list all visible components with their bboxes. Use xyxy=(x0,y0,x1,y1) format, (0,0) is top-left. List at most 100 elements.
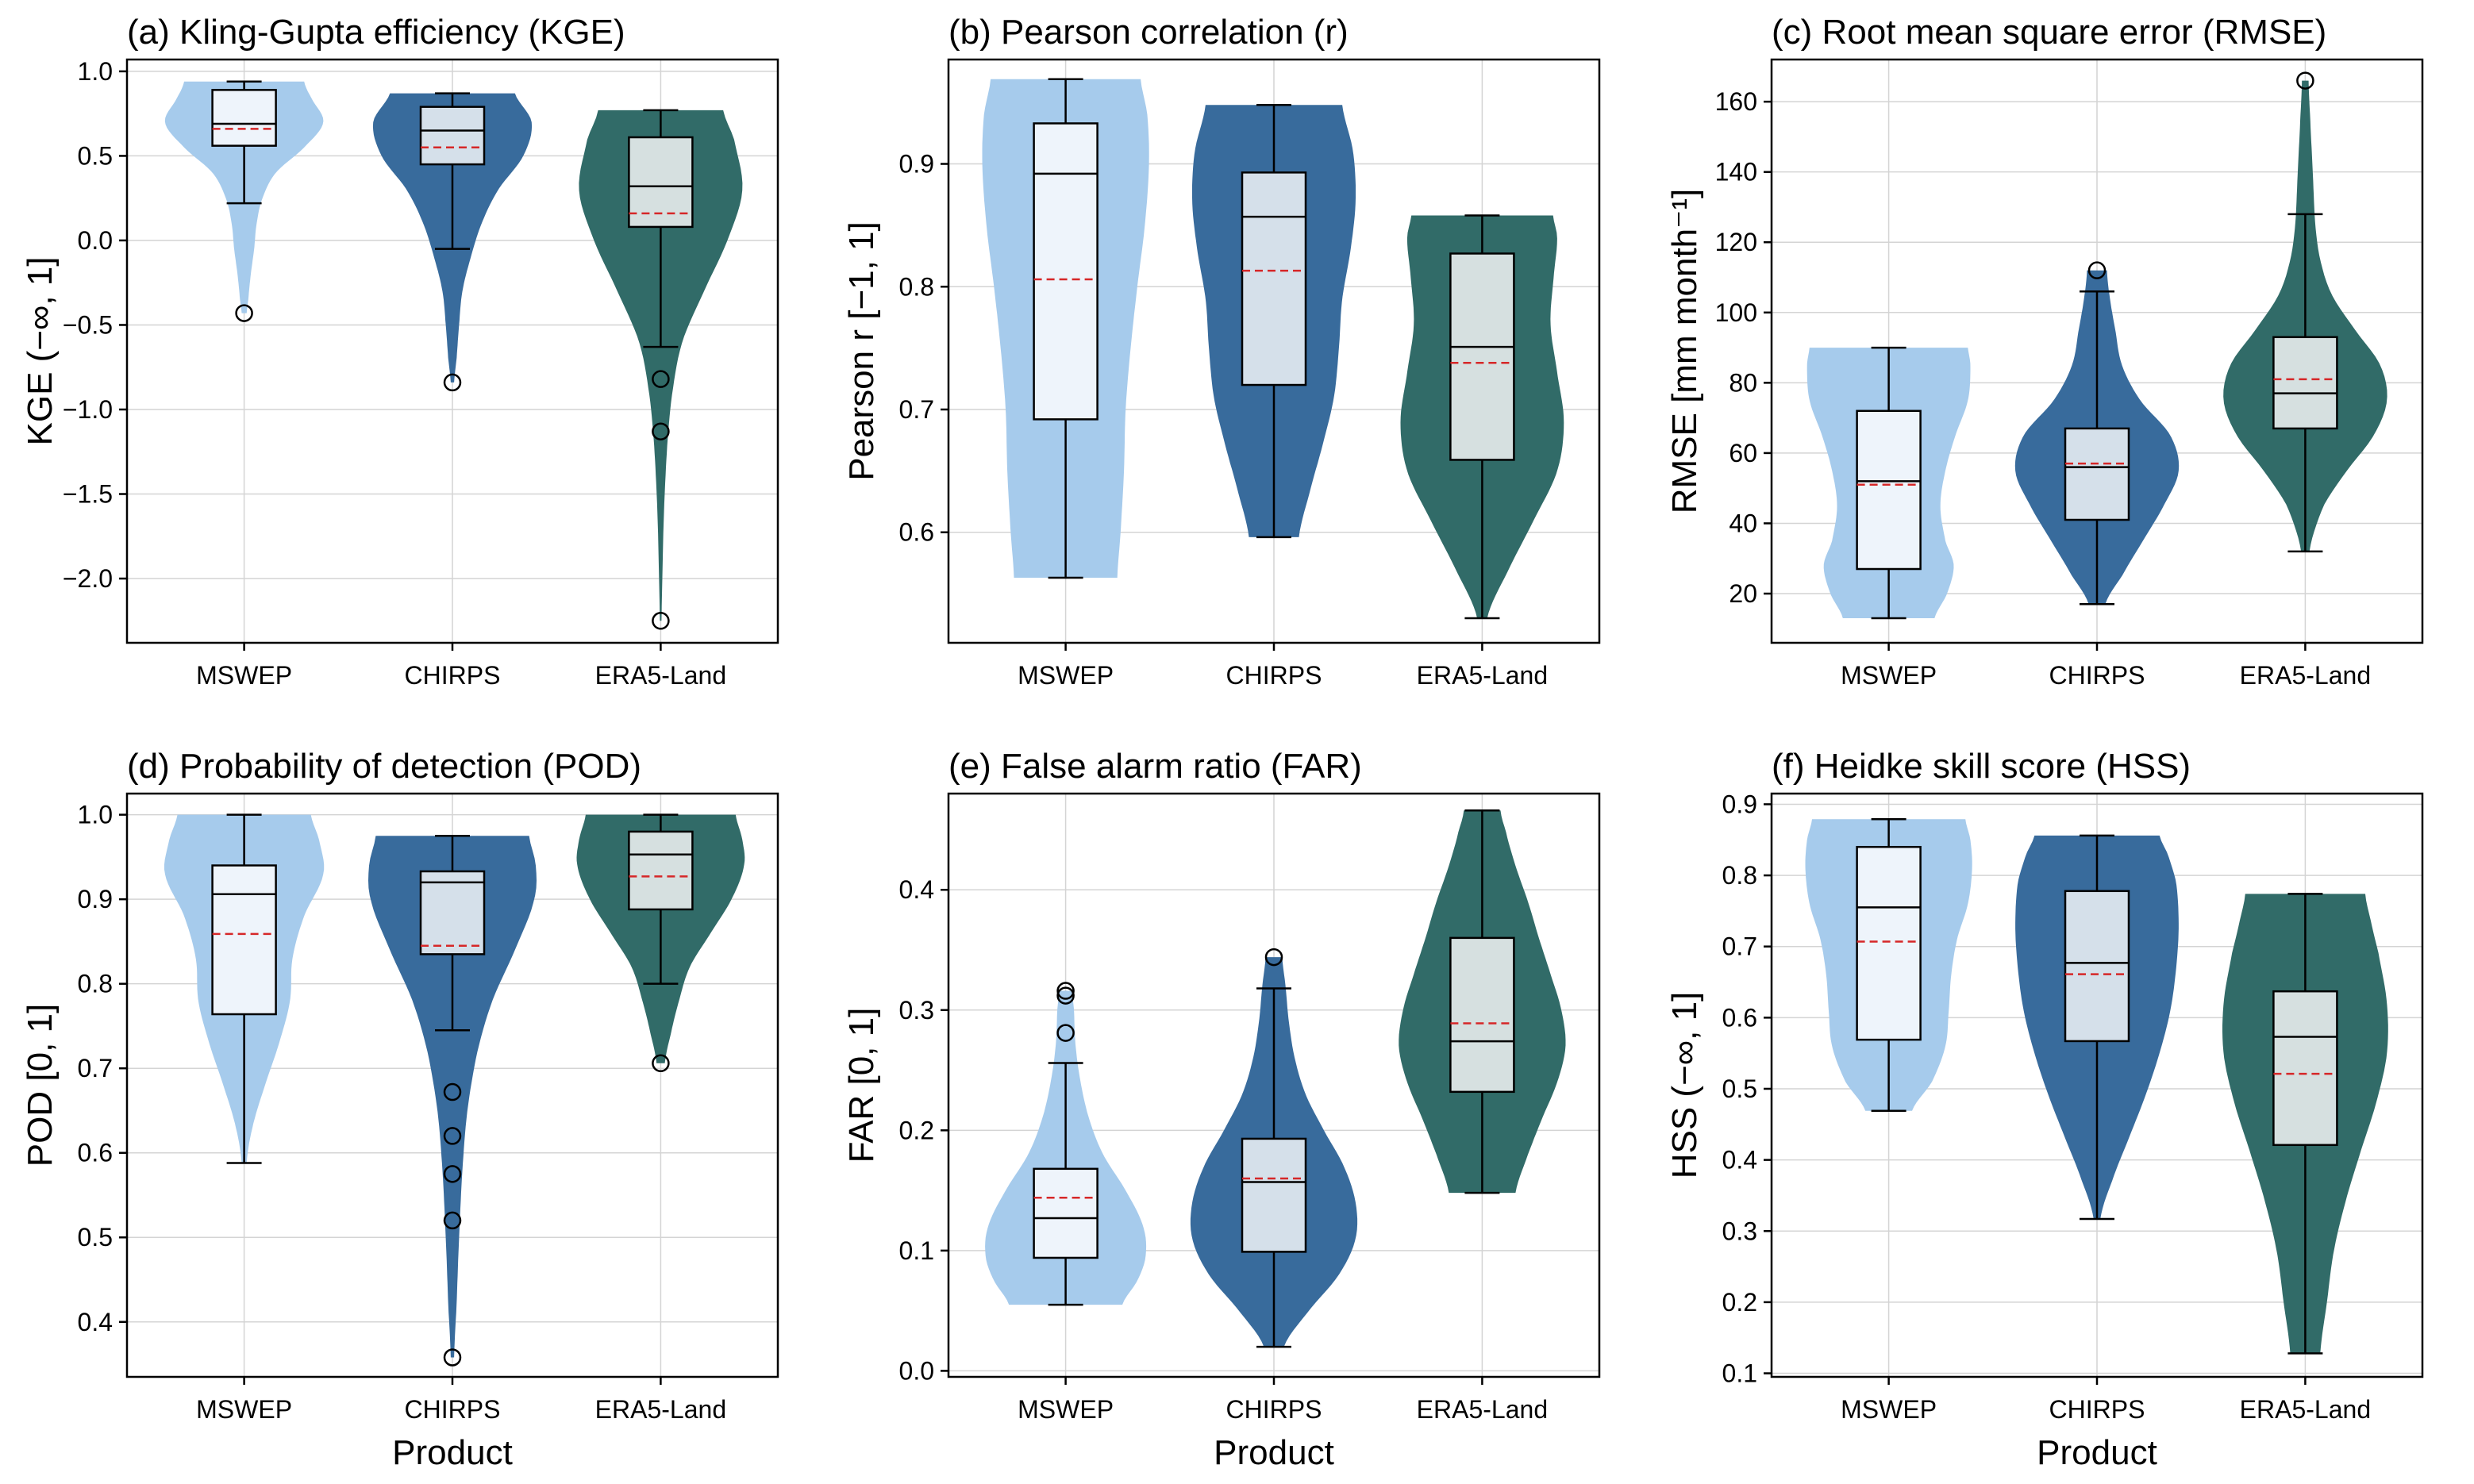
box-era5-land xyxy=(1449,252,1515,461)
y-tick-label: 1.0 xyxy=(78,57,113,86)
x-axis-label: Product xyxy=(392,1433,513,1472)
panel-e: (e) False alarm ratio (FAR) 0.0 0.1 0.2 0.3 0… xyxy=(842,747,1601,1472)
panel-d: (d) Probability of detection (POD) 1.0 0.9… xyxy=(21,747,779,1472)
y-tick-label: 0.4 xyxy=(899,875,934,904)
y-axis-label: KGE (−∞, 1] xyxy=(21,256,60,445)
y-tick-label: 0.8 xyxy=(1722,861,1757,890)
box-era5-land xyxy=(2272,336,2338,430)
y-axis-label: Pearson r [−1, 1] xyxy=(842,221,881,481)
x-tick-label: CHIRPS xyxy=(1226,1395,1322,1424)
outlier-point xyxy=(443,373,462,392)
box-mswep xyxy=(1033,122,1098,421)
y-tick-label: 0.6 xyxy=(1722,1003,1757,1032)
y-tick-label: 0.3 xyxy=(1722,1217,1757,1245)
y-axis-label: HSS (−∞, 1] xyxy=(1665,992,1704,1179)
x-tick-label: ERA5-Land xyxy=(1417,1395,1548,1424)
outlier-point xyxy=(443,1348,462,1367)
y-tick-label: 0.0 xyxy=(78,226,113,255)
x-tick-label: MSWEP xyxy=(1018,1395,1114,1424)
box-era5-land xyxy=(2272,990,2338,1147)
outlier-point xyxy=(1056,982,1075,1000)
y-axis-label: POD [0, 1] xyxy=(21,1004,60,1167)
box-mswep xyxy=(211,89,277,147)
panel-f: (f) Heidke skill score (HSS) 0.9 0.8 0.7 0.6… xyxy=(1665,747,2424,1472)
y-tick-label: 60 xyxy=(1729,439,1757,467)
x-tick-label: ERA5-Land xyxy=(2240,661,2371,690)
box-chirps xyxy=(2064,427,2130,521)
x-tick-label: MSWEP xyxy=(1841,1395,1937,1424)
panel-title: (e) False alarm ratio (FAR) xyxy=(948,747,1362,786)
x-tick-label: MSWEP xyxy=(1841,661,1937,690)
y-tick-label: 0.7 xyxy=(78,1054,113,1082)
box-era5-land xyxy=(628,830,694,911)
x-tick-label: CHIRPS xyxy=(1226,661,1322,690)
y-tick-label: 0.7 xyxy=(1722,932,1757,961)
y-tick-label: 0.3 xyxy=(899,996,934,1025)
x-tick-label: MSWEP xyxy=(196,661,292,690)
x-tick-label: MSWEP xyxy=(1018,661,1114,690)
box-chirps xyxy=(419,106,486,166)
outlier-point xyxy=(443,1082,462,1101)
x-axis-label: Product xyxy=(2037,1433,2157,1472)
box-era5-land xyxy=(1449,936,1515,1094)
y-tick-label: 40 xyxy=(1729,509,1757,537)
outlier-point xyxy=(1056,1024,1075,1042)
panel-a: (a) Kling-Gupta efficiency (KGE) 1.0 0.5 0.… xyxy=(21,13,779,690)
box-era5-land xyxy=(628,136,694,229)
outlier-point xyxy=(443,1127,462,1145)
box-mswep xyxy=(1856,409,1922,571)
y-tick-label: 0.1 xyxy=(1722,1359,1757,1388)
outlier-point xyxy=(2087,261,2107,279)
outlier-point xyxy=(1264,948,1283,967)
y-tick-label: 0.7 xyxy=(899,395,934,424)
outlier-point xyxy=(443,1165,462,1183)
x-tick-label: ERA5-Land xyxy=(595,661,726,690)
violin-era5-land xyxy=(579,110,743,621)
y-tick-label: −2.0 xyxy=(63,564,113,593)
outlier-point xyxy=(235,304,253,322)
y-tick-label: 140 xyxy=(1715,158,1757,186)
box-chirps xyxy=(1241,1137,1307,1253)
panel-title: (d) Probability of detection (POD) xyxy=(127,747,641,786)
y-tick-label: 160 xyxy=(1715,87,1757,116)
y-tick-label: 0.5 xyxy=(1722,1075,1757,1103)
box-chirps xyxy=(1241,171,1307,386)
y-tick-label: 0.6 xyxy=(899,518,934,547)
outlier-point xyxy=(652,422,670,440)
outlier-point xyxy=(652,370,670,388)
outlier-point xyxy=(652,1054,670,1073)
y-tick-label: −1.5 xyxy=(63,480,113,509)
x-tick-label: ERA5-Land xyxy=(595,1395,726,1424)
y-tick-label: 0.9 xyxy=(1722,790,1757,818)
y-tick-label: 80 xyxy=(1729,368,1757,397)
x-tick-label: ERA5-Land xyxy=(2240,1395,2371,1424)
outlier-point xyxy=(1056,986,1075,1005)
outlier-point xyxy=(652,612,670,630)
y-tick-label: 0.2 xyxy=(899,1116,934,1144)
panel-c: (c) Root mean square error (RMSE) 20 40 60 8… xyxy=(1665,13,2424,690)
box-chirps xyxy=(2064,890,2130,1043)
outlier-point xyxy=(2296,71,2314,90)
panel-b: (b) Pearson correlation (r) 0.9 0.8 0.7 0.6 M… xyxy=(842,13,1601,690)
y-tick-label: 0.6 xyxy=(78,1139,113,1167)
y-tick-label: 1.0 xyxy=(78,801,113,829)
y-tick-label: 0.5 xyxy=(78,141,113,170)
y-tick-label: 20 xyxy=(1729,579,1757,608)
y-tick-label: 0.2 xyxy=(1722,1288,1757,1317)
y-axis-label: FAR [0, 1] xyxy=(842,1008,881,1163)
y-tick-label: 0.4 xyxy=(78,1308,113,1336)
y-tick-label: 0.5 xyxy=(78,1223,113,1251)
x-tick-label: CHIRPS xyxy=(2049,661,2145,690)
y-tick-label: 0.9 xyxy=(899,150,934,179)
y-tick-label: 100 xyxy=(1715,298,1757,327)
box-mswep xyxy=(211,864,277,1016)
y-tick-label: 120 xyxy=(1715,228,1757,256)
box-mswep xyxy=(1856,845,1922,1041)
x-axis-label: Product xyxy=(1214,1433,1334,1472)
outlier-point xyxy=(443,1211,462,1230)
panel-title: (a) Kling-Gupta efficiency (KGE) xyxy=(127,13,625,52)
y-tick-label: 0.8 xyxy=(899,272,934,301)
x-tick-label: ERA5-Land xyxy=(1417,661,1548,690)
y-axis-label: RMSE [mm month⁻¹] xyxy=(1665,189,1704,514)
